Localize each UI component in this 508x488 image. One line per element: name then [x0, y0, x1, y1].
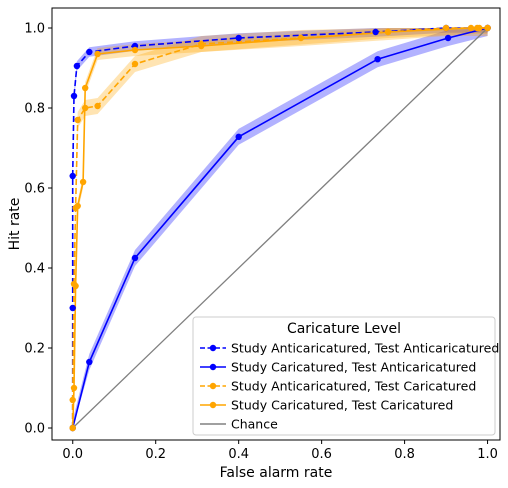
- legend-entry-label: Study Anticaricatured, Test Caricatured: [231, 379, 476, 394]
- series-2-point: [70, 280, 78, 288]
- series-3-point: [467, 24, 475, 32]
- series-2-point: [474, 24, 481, 32]
- series-2-point: [94, 102, 101, 110]
- x-axis-ticks: 0.0 0.2 0.4 0.6 0.8 1.0: [62, 440, 498, 462]
- y-tick-label: 0.0: [24, 422, 45, 437]
- legend-swatch-marker: [209, 344, 217, 352]
- series-1-point: [86, 358, 93, 366]
- x-tick-label: 0.2: [145, 447, 166, 462]
- legend: Caricature Level Study Anticaricatured, …: [192, 316, 499, 436]
- series-2-point: [198, 40, 205, 48]
- series-2-point: [69, 396, 76, 404]
- y-axis-label: Hit rate: [7, 198, 23, 251]
- confidence-bands: [72, 28, 488, 428]
- y-tick-label: 0.6: [24, 182, 45, 197]
- x-axis-label: False alarm rate: [220, 465, 333, 481]
- series-2-point: [72, 204, 79, 212]
- legend-entry-label: Chance: [231, 417, 278, 432]
- legend-swatch-marker: [209, 401, 217, 409]
- x-tick-label: 0.6: [311, 447, 332, 462]
- series-1-point: [131, 254, 139, 262]
- legend-entry-label: Study Caricatured, Test Caricatured: [231, 398, 453, 413]
- series-0-point: [235, 34, 242, 42]
- y-axis-ticks: 0.0 0.2 0.4 0.6 0.8 1.0: [24, 22, 52, 437]
- series-markers: [69, 24, 491, 432]
- x-tick-label: 0.0: [62, 447, 83, 462]
- series-3-point: [79, 178, 87, 186]
- series-1-confidence-band: [72, 28, 488, 428]
- series-2-point: [74, 116, 81, 124]
- series-0-point: [69, 172, 76, 180]
- series-3-point: [131, 46, 139, 54]
- series-0-point: [73, 62, 81, 70]
- plot-area-frame: [51, 7, 501, 441]
- series-2-point: [131, 60, 139, 68]
- series-2-point: [82, 104, 89, 112]
- y-tick-label: 1.0: [24, 22, 45, 37]
- series-3-point: [94, 50, 101, 58]
- series-1-point: [235, 133, 242, 140]
- series-2-line: [71, 27, 488, 428]
- series-0-point: [372, 28, 379, 36]
- y-tick-label: 0.4: [24, 262, 45, 277]
- series-1-point: [374, 56, 381, 63]
- x-tick-label: 0.8: [394, 447, 415, 462]
- series-2-point: [297, 34, 305, 42]
- y-tick-label: 0.8: [24, 102, 45, 117]
- legend-swatch-marker: [209, 363, 217, 371]
- series-2-point: [69, 424, 76, 432]
- series-3-point: [70, 384, 78, 392]
- x-tick-label: 1.0: [477, 447, 498, 462]
- series-2-point: [384, 28, 392, 36]
- legend-swatch-marker: [209, 382, 217, 390]
- series-0-point: [69, 304, 76, 312]
- series-2-point: [442, 24, 450, 32]
- legend-items: Study Anticaricatured, Test Anticaricatu…: [200, 341, 499, 432]
- series-1-point: [444, 34, 452, 42]
- series-0-point: [70, 92, 78, 100]
- series-0-point: [86, 48, 93, 56]
- series-4-line: [72, 27, 489, 429]
- legend-entry-label: Study Caricatured, Test Anticaricatured: [231, 360, 476, 375]
- legend-title: Caricature Level: [287, 321, 401, 337]
- y-tick-label: 0.2: [24, 342, 45, 357]
- x-tick-label: 0.4: [228, 447, 249, 462]
- legend-entry-label: Study Anticaricatured, Test Anticaricatu…: [231, 341, 499, 356]
- series-2-point: [484, 24, 491, 32]
- series-3-point: [82, 84, 89, 92]
- legend-box: [192, 316, 496, 436]
